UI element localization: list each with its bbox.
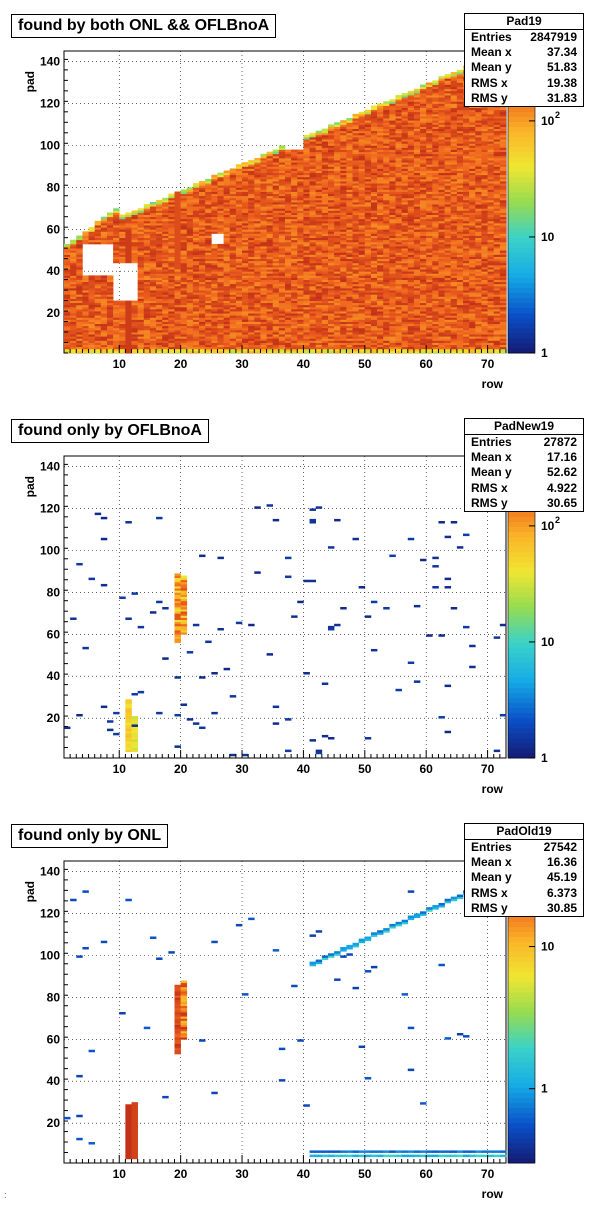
heatmap-cell xyxy=(396,95,402,97)
heatmap-cell xyxy=(199,181,205,183)
heatmap-cell xyxy=(334,122,340,124)
heatmap-cell xyxy=(89,227,95,229)
heatmap-cell xyxy=(383,101,389,103)
heatmap-cell xyxy=(95,275,101,277)
heatmap-cell xyxy=(95,221,101,223)
heatmap-cell xyxy=(205,179,211,181)
heatmap-cell xyxy=(316,131,322,133)
heatmap-cell xyxy=(365,110,371,112)
heatmap-cell xyxy=(340,120,346,122)
heatmap-cell xyxy=(132,210,138,212)
heatmap-cell xyxy=(224,171,230,173)
heatmap-cell xyxy=(119,301,125,303)
heatmap-cell xyxy=(64,244,70,246)
heatmap-cell xyxy=(248,160,254,162)
heatmap-cell xyxy=(230,168,236,170)
heatmap-cell xyxy=(310,133,316,135)
heatmap-cell xyxy=(113,208,119,210)
heatmap-cell xyxy=(150,202,156,204)
heatmap-cell xyxy=(168,194,174,196)
heatmap-cell xyxy=(303,135,309,137)
heatmap-cell xyxy=(125,301,131,303)
heatmap-cell xyxy=(211,244,217,246)
heatmap-cell xyxy=(285,150,291,152)
heatmap-cell xyxy=(82,231,88,233)
heatmap-cell xyxy=(162,198,168,200)
heatmap-cell xyxy=(132,301,138,303)
heatmap-cell xyxy=(89,275,95,277)
heatmap-cell xyxy=(236,164,242,166)
heatmap-cell xyxy=(181,189,187,191)
heatmap-cell xyxy=(113,301,119,303)
heatmap-cell xyxy=(217,173,223,175)
heatmap-cell xyxy=(175,192,181,194)
heatmap-cell xyxy=(273,150,279,152)
heatmap-cell xyxy=(125,212,131,214)
heatmap-cell xyxy=(101,217,107,219)
heatmap-cell xyxy=(101,275,107,277)
heatmap-cell xyxy=(187,187,193,189)
heatmap-cell xyxy=(260,154,266,156)
heatmap-cell xyxy=(217,244,223,246)
heatmap-cell xyxy=(144,204,150,206)
heatmap-cell xyxy=(107,212,113,214)
heatmap-cell xyxy=(389,99,395,101)
heatmap-cell xyxy=(297,150,303,152)
heatmap-cell xyxy=(138,208,144,210)
heatmap-cell xyxy=(242,162,248,164)
heatmap-cell xyxy=(377,103,383,105)
heatmap-cell xyxy=(328,124,334,126)
heatmap-cell xyxy=(70,240,76,242)
heatmap-cell xyxy=(279,145,285,147)
heatmap-cell xyxy=(359,112,365,114)
heatmap-cell xyxy=(254,158,260,160)
heatmap-cell xyxy=(119,215,125,217)
heatmap-cell xyxy=(402,93,408,95)
heatmap-cell xyxy=(267,152,273,154)
heatmap-cell xyxy=(371,106,377,108)
heatmap-cell xyxy=(322,129,328,131)
heatmap-cell xyxy=(346,118,352,120)
heatmap-cell xyxy=(353,114,359,116)
heatmap-cell xyxy=(156,200,162,202)
heatmap-cell xyxy=(82,275,88,277)
heatmap-cell xyxy=(291,150,297,152)
heatmap-cell xyxy=(107,275,113,277)
heatmap-cell xyxy=(193,183,199,185)
heatmap-cell xyxy=(408,91,414,93)
heatmap-cell xyxy=(76,236,82,238)
heatmap-cell xyxy=(211,175,217,177)
